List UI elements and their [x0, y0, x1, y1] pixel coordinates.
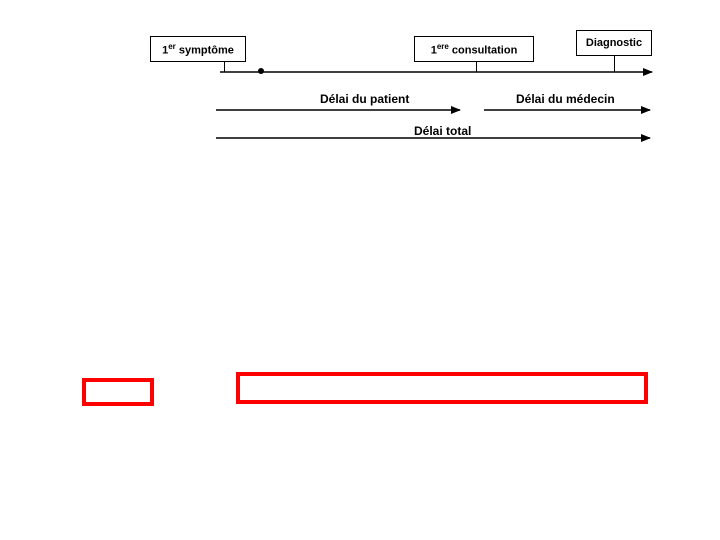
red-rect-small — [82, 378, 154, 406]
timeline-dot — [258, 68, 264, 74]
timeline-arrow — [0, 0, 720, 540]
tick-symptom — [224, 62, 225, 72]
label-delai-total: Délai total — [414, 124, 471, 138]
tick-diagnostic — [614, 56, 615, 72]
label-delai-patient: Délai du patient — [320, 92, 409, 106]
label-delai-medecin: Délai du médecin — [516, 92, 615, 106]
red-rect-large — [236, 372, 648, 404]
tick-consult — [476, 62, 477, 72]
